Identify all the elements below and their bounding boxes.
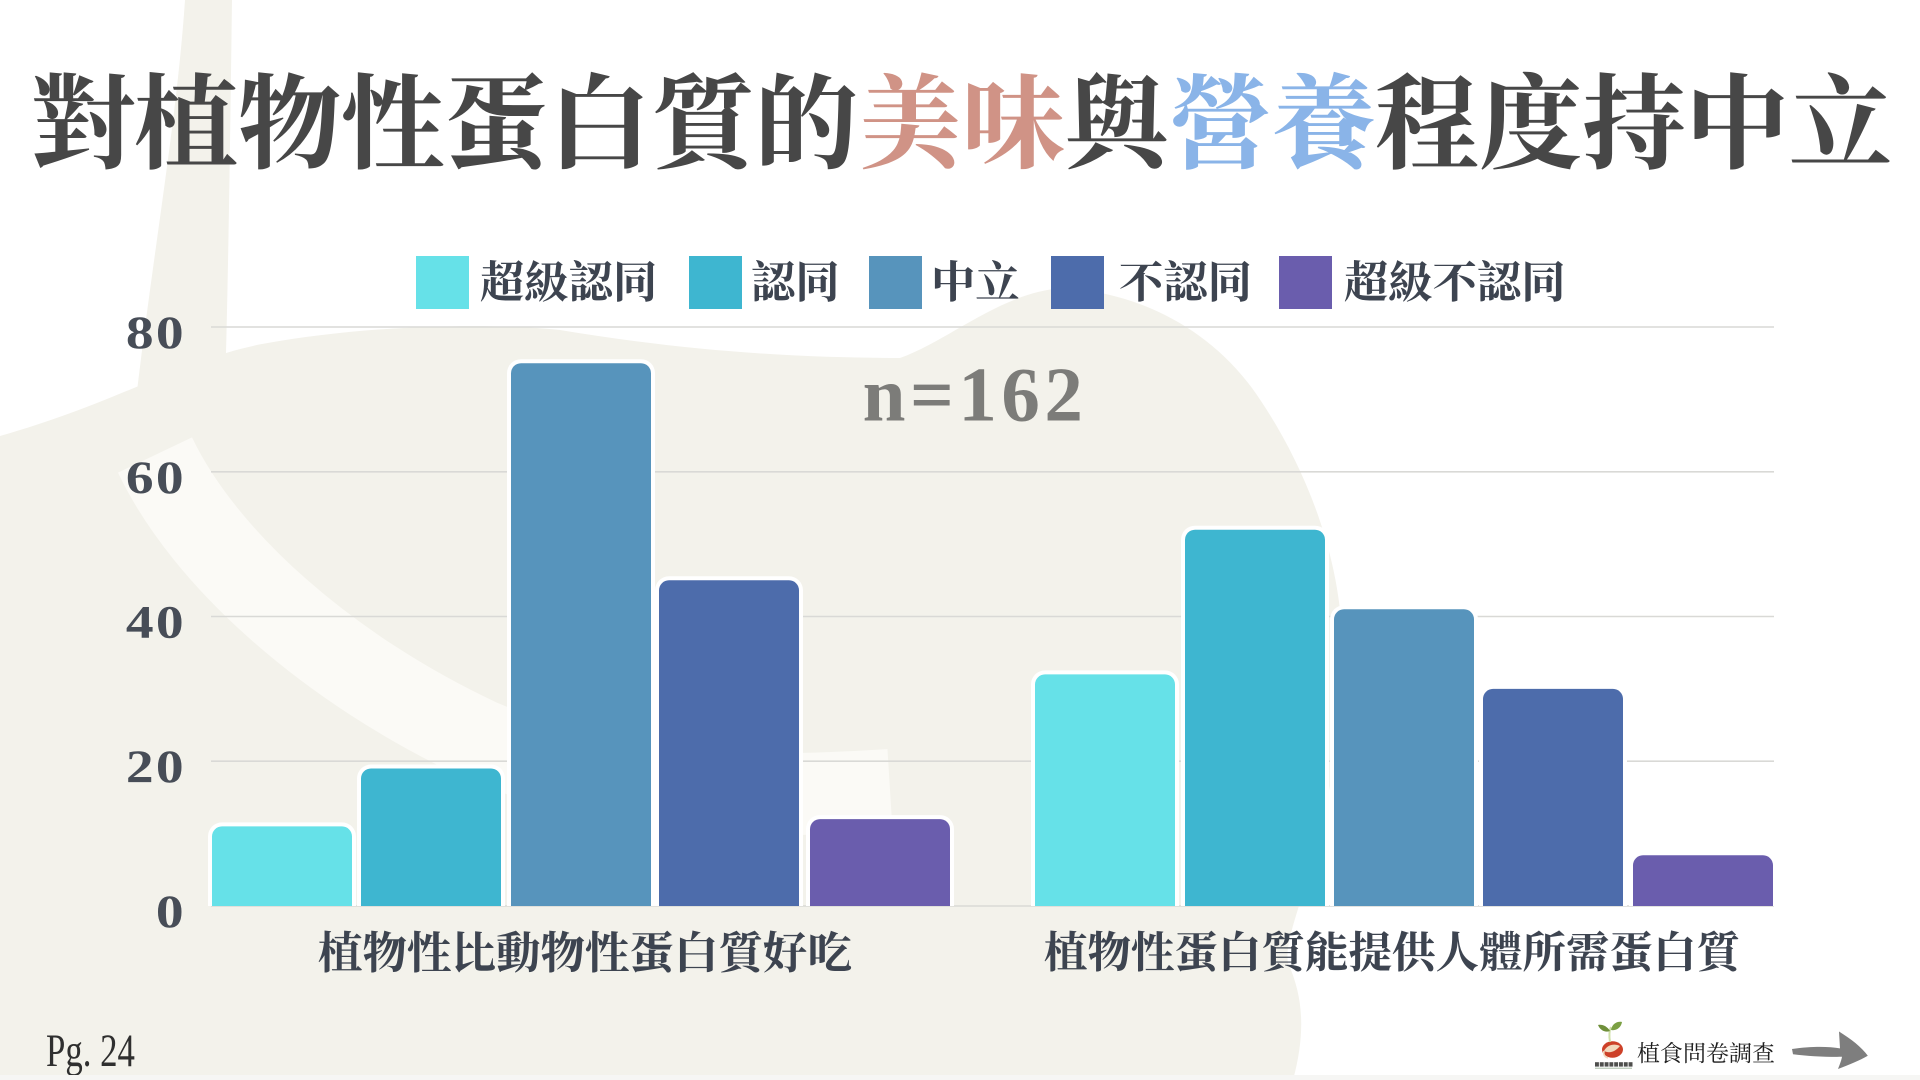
svg-text:80: 80 bbox=[126, 307, 186, 359]
svg-text:60: 60 bbox=[126, 452, 186, 504]
svg-text:n=162: n=162 bbox=[863, 352, 1088, 438]
svg-text:40: 40 bbox=[126, 596, 186, 648]
svg-text:Pg. 24: Pg. 24 bbox=[46, 1024, 135, 1076]
svg-text:20: 20 bbox=[126, 741, 186, 793]
svg-text:0: 0 bbox=[156, 886, 186, 938]
